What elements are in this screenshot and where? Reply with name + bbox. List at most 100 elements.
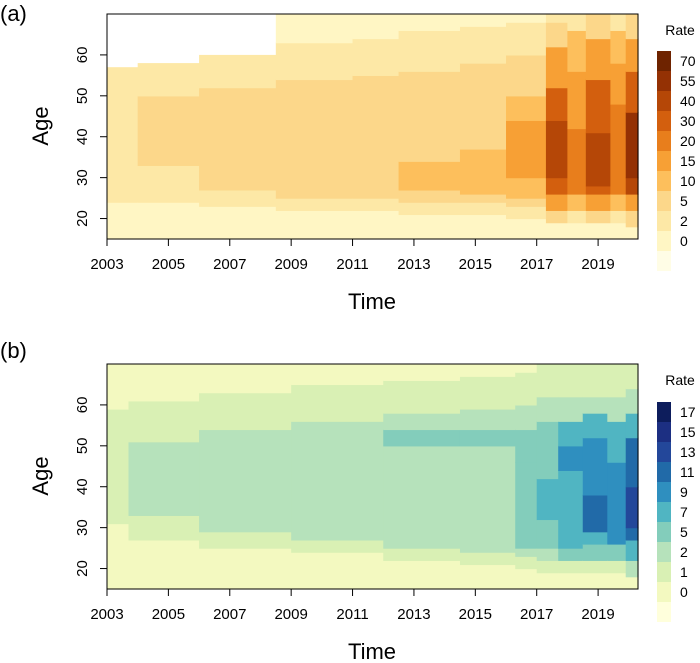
heatmap-cell bbox=[275, 14, 354, 44]
heatmap-cell bbox=[558, 572, 584, 590]
x-tick-label: 2013 bbox=[397, 606, 430, 623]
heatmap-cell bbox=[585, 194, 611, 211]
heatmap-cell bbox=[585, 132, 611, 187]
heatmap-cell bbox=[291, 552, 384, 590]
legend-swatch bbox=[657, 462, 671, 482]
heatmap-cell bbox=[607, 560, 627, 574]
heatmap-cell bbox=[567, 30, 587, 72]
x-axis-label: Time bbox=[348, 639, 396, 663]
heatmap-cell bbox=[515, 568, 538, 590]
x-tick-label: 2019 bbox=[581, 606, 614, 623]
heatmap-cell bbox=[506, 14, 547, 23]
heatmap-cell bbox=[582, 560, 608, 574]
y-tick-label: 30 bbox=[74, 519, 91, 536]
legend-swatch bbox=[657, 171, 671, 191]
heatmap-cell bbox=[625, 38, 639, 72]
heatmap-cell bbox=[352, 38, 400, 76]
heatmap-cell bbox=[275, 79, 354, 199]
heatmap-cell bbox=[536, 572, 559, 590]
heatmap-cell bbox=[607, 421, 627, 463]
legend-swatch bbox=[657, 211, 671, 231]
heatmap-cell bbox=[536, 478, 559, 521]
heatmap-cell bbox=[459, 63, 507, 150]
heatmap-cell bbox=[610, 222, 627, 240]
heatmap-cell bbox=[625, 71, 639, 113]
heatmap-cell bbox=[506, 95, 547, 121]
x-tick-label: 2017 bbox=[520, 606, 553, 623]
y-tick-label: 60 bbox=[74, 397, 91, 414]
legend-swatch bbox=[657, 51, 671, 71]
heatmap-cell bbox=[515, 462, 538, 549]
heatmap-cell bbox=[625, 194, 639, 211]
heatmap-cell bbox=[459, 364, 516, 377]
heatmap-cell bbox=[291, 539, 384, 553]
heatmap-cell bbox=[459, 552, 516, 566]
legend-break-label: 10 bbox=[680, 173, 696, 189]
heatmap-cell bbox=[506, 120, 547, 179]
heatmap-cell bbox=[515, 404, 538, 431]
legend-break-label: 7 bbox=[680, 504, 688, 520]
legend-break-label: 15 bbox=[680, 424, 696, 440]
panel-label: (b) bbox=[0, 338, 27, 363]
heatmap-cell bbox=[459, 202, 507, 216]
x-tick-label: 2007 bbox=[213, 606, 246, 623]
heatmap-cell bbox=[398, 214, 461, 240]
heatmap-cell bbox=[585, 14, 611, 40]
heatmap-cell bbox=[585, 210, 611, 224]
legend-break-label: 17 bbox=[680, 404, 696, 420]
heatmap-cell bbox=[506, 54, 547, 97]
heatmap-cell bbox=[545, 46, 569, 89]
heatmap-cell bbox=[199, 429, 292, 533]
heatmap-cell bbox=[558, 560, 584, 574]
heatmap-cell bbox=[607, 364, 627, 398]
legend-break-label: 55 bbox=[680, 73, 696, 89]
heatmap-cell bbox=[625, 437, 639, 488]
x-axis: 2003 2005 2007 2009 2011 2013 2015 2017 2019 bbox=[90, 239, 615, 273]
heatmap-cell bbox=[275, 42, 354, 81]
heatmap-cell bbox=[558, 445, 584, 471]
heatmap-cell bbox=[625, 539, 639, 561]
heatmap-cell bbox=[459, 376, 516, 410]
heatmap-cell bbox=[128, 364, 200, 402]
heatmap-cell bbox=[545, 177, 569, 195]
heatmap-cell bbox=[582, 544, 608, 561]
heatmap-cell bbox=[107, 202, 139, 240]
legend-swatch bbox=[657, 582, 671, 602]
heatmap-cell bbox=[506, 198, 547, 207]
heatmap-cell bbox=[383, 445, 461, 549]
legend-break-label: 70 bbox=[680, 53, 696, 69]
legend-swatch bbox=[657, 111, 671, 131]
heatmap-cell bbox=[398, 30, 461, 72]
x-tick-label: 2015 bbox=[459, 606, 492, 623]
x-axis: 2003 2005 2007 2009 2011 2013 2015 2017 2019 bbox=[90, 589, 615, 623]
legend-swatch bbox=[657, 562, 671, 582]
legend-break-label: 9 bbox=[680, 484, 688, 500]
heatmap-cell bbox=[536, 421, 559, 480]
heatmap-cell bbox=[515, 364, 538, 373]
heatmap-cell bbox=[275, 210, 354, 240]
heatmap-cell bbox=[545, 14, 569, 23]
heatmap-cell bbox=[107, 67, 139, 203]
x-tick-label: 2011 bbox=[336, 256, 368, 273]
y-axis: 20 30 40 50 60 bbox=[74, 397, 107, 577]
heatmap-cell bbox=[558, 421, 584, 447]
legend-break-label: 1 bbox=[680, 564, 688, 580]
legend-break-label: 40 bbox=[680, 93, 696, 109]
heatmap-cell bbox=[383, 429, 461, 447]
heatmap-cell bbox=[506, 22, 547, 56]
heatmap-cell bbox=[107, 364, 130, 410]
heatmap-cell bbox=[625, 413, 639, 439]
heatmap-cell bbox=[625, 388, 639, 414]
heatmap-cell bbox=[515, 372, 538, 406]
heatmap-cell bbox=[607, 462, 627, 545]
heatmap-cell bbox=[567, 210, 587, 224]
heatmap-cell bbox=[558, 470, 584, 549]
heatmap-cell bbox=[625, 576, 639, 590]
heatmap-cell bbox=[199, 189, 277, 207]
heatmap-cell bbox=[558, 548, 584, 561]
plot-frame bbox=[106, 363, 639, 590]
heatmap-cells bbox=[107, 364, 639, 590]
y-tick-label: 20 bbox=[74, 560, 91, 577]
heatmap-cell bbox=[128, 515, 200, 541]
legend-title: Rate bbox=[665, 372, 695, 388]
